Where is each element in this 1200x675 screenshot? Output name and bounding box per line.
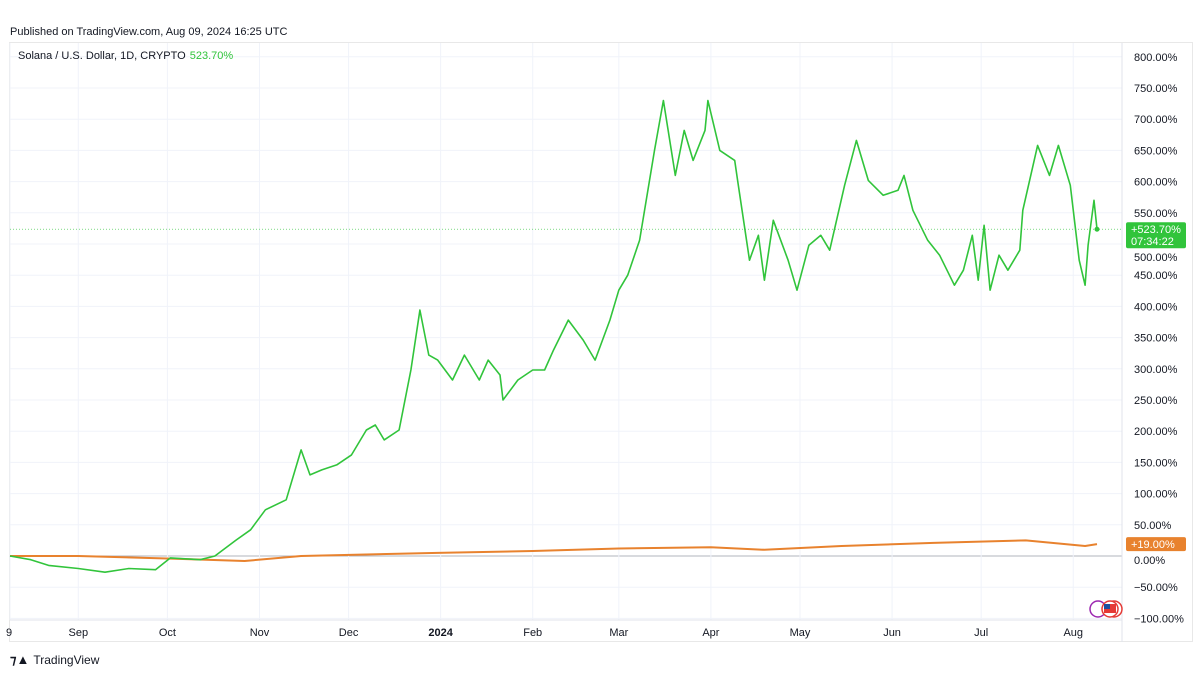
legend-symbol: Solana / U.S. Dollar, 1D, CRYPTO [18, 50, 186, 62]
x-tick-label: Sep [69, 627, 89, 639]
last-value-badge [1126, 537, 1186, 552]
y-tick-label: 400.00% [1134, 301, 1178, 313]
y-tick-label: 450.00% [1134, 270, 1178, 282]
y-tick-label: 600.00% [1134, 177, 1178, 189]
us-flag-canton-icon [1104, 604, 1110, 609]
brand-name: TradingView [33, 653, 100, 667]
y-tick-label: 150.00% [1134, 457, 1178, 469]
legend[interactable]: Solana / U.S. Dollar, 1D, CRYPTO 523.70% [18, 50, 233, 62]
x-tick-label: Jun [883, 627, 901, 639]
x-tick-label: Jul [974, 627, 988, 639]
y-tick-label: 700.00% [1134, 114, 1178, 126]
y-tick-label: 0.00% [1134, 555, 1165, 567]
legend-value: 523.70% [189, 50, 234, 62]
y-tick-label: 350.00% [1134, 333, 1178, 345]
x-tick-label: Aug [1063, 627, 1083, 639]
x-tick-label: Oct [159, 627, 176, 639]
x-tick-label: Apr [702, 627, 719, 639]
x-tick-label: Nov [250, 627, 270, 639]
tradingview-brand[interactable]: ⁊▲ TradingView [10, 652, 99, 668]
y-tick-label: 100.00% [1134, 489, 1178, 501]
x-tick-label: Mar [609, 627, 628, 639]
y-tick-label: 750.00% [1134, 83, 1178, 95]
y-tick-label: −50.00% [1134, 582, 1178, 594]
y-tick-label: 200.00% [1134, 426, 1178, 438]
y-tick-label: 800.00% [1134, 52, 1178, 64]
solana-line [9, 99, 1098, 574]
tradingview-logo-icon: ⁊▲ [10, 652, 30, 667]
y-tick-label: 500.00% [1134, 252, 1178, 264]
published-caption: Published on TradingView.com, Aug 09, 20… [10, 26, 288, 38]
last-value-label: +19.00% [1131, 539, 1175, 551]
x-tick-label: 9 [6, 627, 12, 639]
last-point-marker [1094, 226, 1100, 232]
y-tick-label: 550.00% [1134, 208, 1178, 220]
x-tick-label: Dec [339, 627, 359, 639]
x-tick-label: Feb [523, 627, 542, 639]
x-tick-label: 2024 [428, 627, 453, 639]
y-tick-label: 650.00% [1134, 145, 1178, 157]
y-tick-label: −100.00% [1134, 613, 1184, 625]
x-tick-label: May [790, 627, 811, 639]
y-tick-label: 300.00% [1134, 364, 1178, 376]
y-tick-label: 250.00% [1134, 395, 1178, 407]
last-value-badge [1126, 222, 1186, 249]
countdown-label: 07:34:22 [1131, 236, 1174, 248]
last-value-label: +523.70% [1131, 224, 1181, 236]
y-tick-label: 50.00% [1134, 520, 1172, 532]
